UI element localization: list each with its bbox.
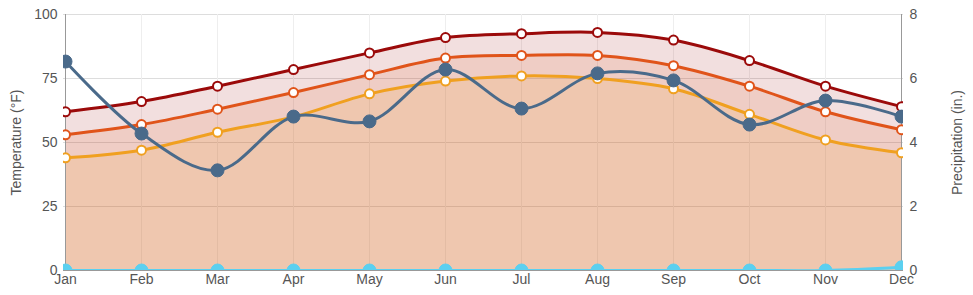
svg-text:6: 6 xyxy=(910,70,918,86)
svg-text:Nov: Nov xyxy=(813,271,838,287)
svg-text:Jan: Jan xyxy=(54,271,77,287)
svg-text:75: 75 xyxy=(42,70,58,86)
svg-text:May: May xyxy=(356,271,382,287)
svg-text:Jul: Jul xyxy=(513,271,531,287)
svg-text:0: 0 xyxy=(910,262,918,278)
svg-text:8: 8 xyxy=(910,6,918,22)
svg-text:Jun: Jun xyxy=(434,271,457,287)
svg-text:Feb: Feb xyxy=(129,271,153,287)
svg-text:50: 50 xyxy=(42,134,58,150)
svg-text:Dec: Dec xyxy=(889,271,914,288)
svg-text:Aug: Aug xyxy=(585,271,610,287)
svg-text:4: 4 xyxy=(910,134,918,150)
svg-text:Precipitation (in.): Precipitation (in.) xyxy=(949,90,965,195)
svg-text:2: 2 xyxy=(910,198,918,214)
svg-text:Temperature (°F): Temperature (°F) xyxy=(8,90,24,196)
svg-text:100: 100 xyxy=(34,6,58,22)
svg-text:Apr: Apr xyxy=(283,271,305,287)
svg-text:Oct: Oct xyxy=(739,271,761,287)
svg-text:Sep: Sep xyxy=(661,271,686,287)
svg-text:Mar: Mar xyxy=(205,271,229,287)
svg-text:0: 0 xyxy=(50,262,58,278)
svg-text:25: 25 xyxy=(42,198,58,214)
